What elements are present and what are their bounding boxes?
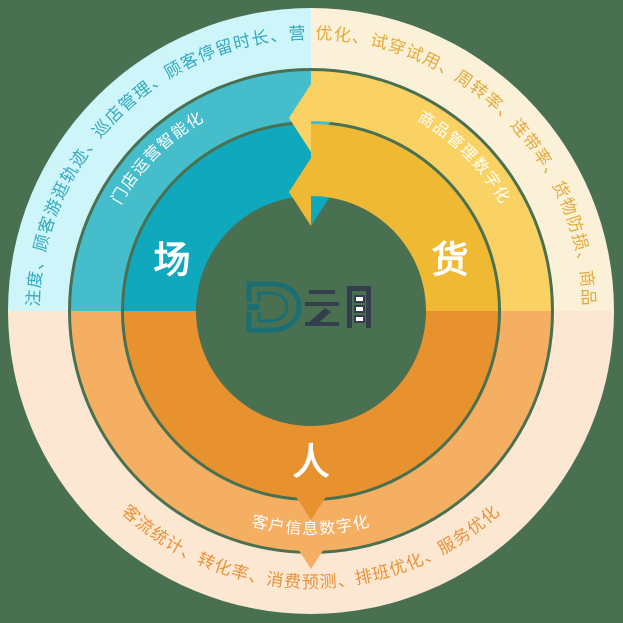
ren-deep-notch [289,486,333,520]
center-logo[interactable] [245,276,378,338]
chang-outer-band [8,8,311,311]
ren-title: 人 [293,442,330,483]
huo-outer-band [311,8,614,311]
chang-deep-band [124,124,333,311]
huo-deep-band [289,124,498,311]
logo-wordmark [305,286,371,328]
segment-chang[interactable]: 场 门店运营智能化 区域关注度、顾客游逛轨迹、巡店管理、顾客停留时长、营销活动 [0,0,333,311]
chang-title: 场 [154,240,191,281]
ren-mid-band [71,311,551,569]
segment-ren[interactable]: 人 客户信息数字化 客流统计、转化率、消费预测、排班优化、服务优化 [8,311,614,614]
huo-mid-band-real [289,71,551,311]
ren-outer-band [8,311,614,614]
ren-deep-band [124,311,498,498]
logo-d-mark [245,281,302,333]
ren-mid-notch [289,534,333,568]
huo-title: 货 [432,240,469,281]
